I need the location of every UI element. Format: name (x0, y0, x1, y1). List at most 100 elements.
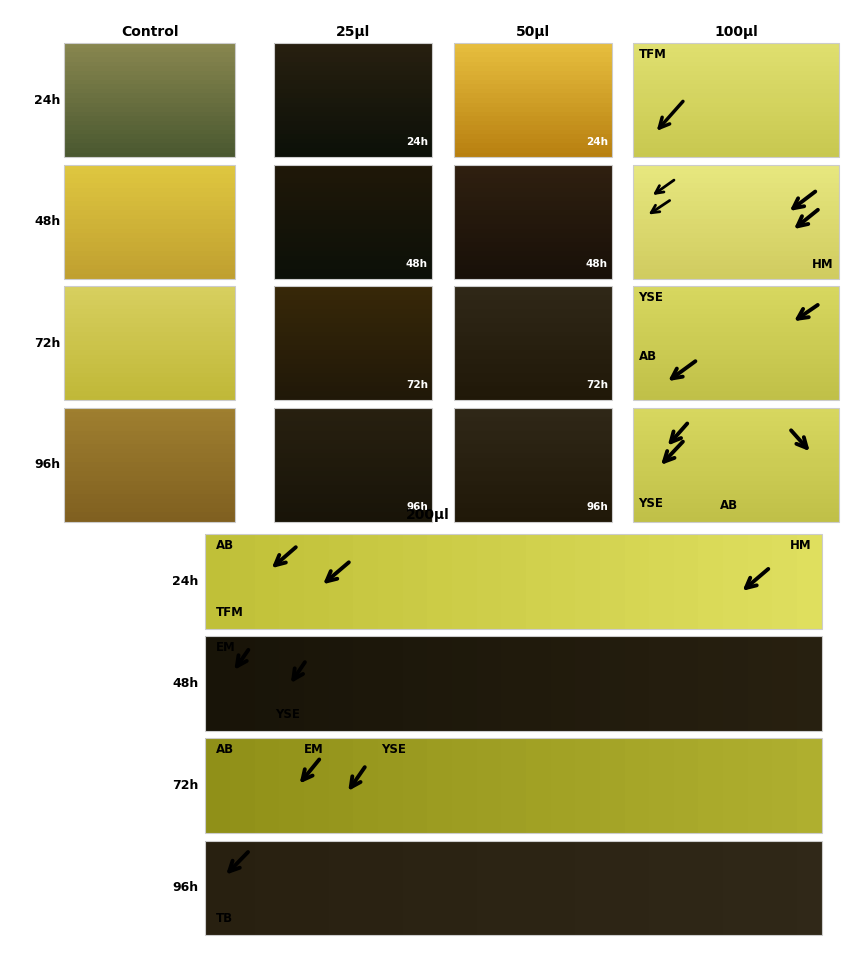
Bar (633, 350, 839, 355)
Bar (274, 426, 432, 431)
Bar (274, 57, 432, 62)
Bar (274, 453, 432, 458)
Bar (274, 503, 432, 508)
Bar (454, 341, 612, 345)
Bar (454, 210, 612, 215)
Bar (64, 183, 235, 188)
Bar (454, 377, 612, 382)
Bar (633, 368, 839, 373)
Bar (274, 395, 432, 400)
Bar (274, 408, 432, 413)
Bar (633, 255, 839, 260)
Bar (526, 534, 550, 629)
Bar (600, 841, 625, 935)
Bar (633, 260, 839, 265)
Bar (526, 636, 550, 731)
Bar (633, 242, 839, 247)
Bar (205, 534, 230, 629)
Bar (454, 517, 612, 522)
Bar (550, 534, 575, 629)
Bar (64, 188, 235, 192)
Bar (454, 67, 612, 70)
Bar (633, 495, 839, 498)
Text: YSE: YSE (639, 291, 663, 304)
Bar (454, 84, 612, 89)
Bar (274, 107, 432, 112)
Bar (64, 57, 235, 62)
Bar (205, 636, 822, 731)
Bar (274, 260, 432, 265)
Bar (633, 134, 839, 139)
Bar (633, 165, 839, 170)
Bar (274, 341, 432, 345)
Bar (274, 387, 432, 391)
Bar (274, 270, 432, 274)
Bar (64, 350, 235, 355)
Bar (64, 170, 235, 174)
Bar (274, 305, 432, 309)
Bar (454, 112, 612, 117)
Bar (274, 152, 432, 157)
Bar (633, 205, 839, 210)
Bar (274, 355, 432, 360)
Bar (378, 636, 402, 731)
Bar (454, 355, 612, 360)
Bar (274, 125, 432, 130)
Bar (427, 841, 452, 935)
Bar (454, 178, 612, 183)
Text: 72h: 72h (406, 381, 428, 390)
Bar (454, 350, 612, 355)
Bar (454, 408, 612, 413)
Bar (274, 336, 432, 341)
Bar (633, 318, 839, 323)
Bar (633, 426, 839, 431)
Bar (633, 139, 839, 144)
Bar (674, 636, 698, 731)
Bar (454, 220, 612, 224)
Bar (378, 738, 402, 833)
Text: 48h: 48h (586, 259, 608, 269)
Bar (64, 89, 235, 94)
Bar (454, 440, 612, 444)
Bar (205, 534, 822, 629)
Bar (64, 363, 235, 368)
Bar (454, 274, 612, 279)
Bar (633, 192, 839, 197)
Bar (274, 43, 432, 48)
Bar (64, 48, 235, 52)
Bar (575, 738, 600, 833)
Bar (633, 416, 839, 421)
Bar (255, 534, 279, 629)
Bar (255, 738, 279, 833)
Bar (274, 117, 432, 120)
Bar (633, 395, 839, 400)
Bar (454, 125, 612, 130)
Bar (797, 534, 822, 629)
Bar (274, 192, 432, 197)
Bar (64, 125, 235, 130)
Bar (64, 435, 235, 440)
Bar (64, 467, 235, 471)
Bar (633, 377, 839, 382)
Bar (64, 421, 235, 426)
Bar (633, 174, 839, 178)
Bar (274, 416, 432, 421)
Bar (748, 534, 772, 629)
Bar (454, 117, 612, 120)
Bar (625, 636, 649, 731)
Bar (748, 636, 772, 731)
Bar (454, 170, 612, 174)
Bar (633, 421, 839, 426)
Bar (64, 210, 235, 215)
Bar (454, 144, 612, 148)
Bar (633, 323, 839, 327)
Bar (274, 448, 432, 453)
Bar (723, 636, 748, 731)
Bar (454, 120, 612, 125)
Bar (274, 286, 432, 400)
Bar (633, 152, 839, 157)
Text: 24h: 24h (406, 138, 428, 147)
Bar (64, 309, 235, 313)
Bar (274, 174, 432, 178)
Bar (64, 174, 235, 178)
